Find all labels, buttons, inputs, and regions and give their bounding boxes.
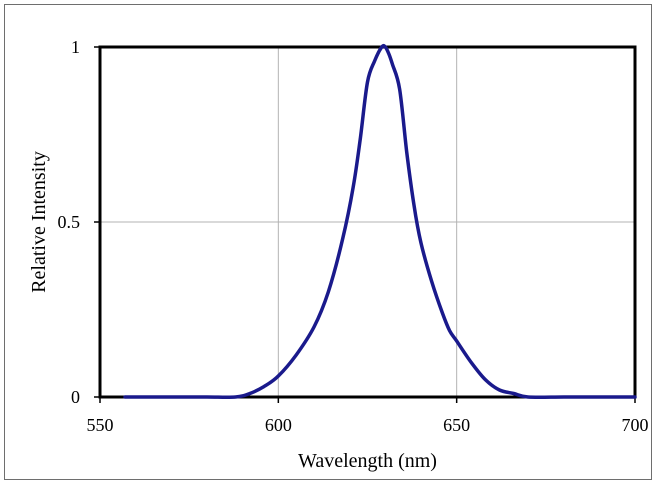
- ticks: [94, 46, 636, 403]
- y-tick-labels: 00.51: [58, 37, 81, 407]
- x-tick-label-550: 550: [87, 415, 114, 435]
- grid-lines: [100, 47, 635, 397]
- x-tick-label-600: 600: [265, 415, 292, 435]
- y-tick-label-0: 0: [71, 387, 80, 407]
- chart-frame: 550 600 650 700 0 0.5 1 Wavelength (nm) Relat…: [4, 4, 652, 480]
- y-tick-label-0.5: 0.5: [58, 212, 81, 232]
- y-tick-label-1: 1: [71, 37, 80, 57]
- line-chart: 550 600 650 700 00.51 Wavelength (nm) Relat…: [28, 37, 649, 472]
- x-axis-title: Wavelength (nm): [298, 450, 437, 472]
- x-tick-labels: 550 600 650 700: [87, 415, 649, 435]
- y-axis-title: Relative Intensity: [28, 151, 50, 293]
- x-tick-label-650: 650: [443, 415, 470, 435]
- series-line-relative-intensity: [123, 43, 637, 400]
- x-tick-label-700: 700: [622, 415, 649, 435]
